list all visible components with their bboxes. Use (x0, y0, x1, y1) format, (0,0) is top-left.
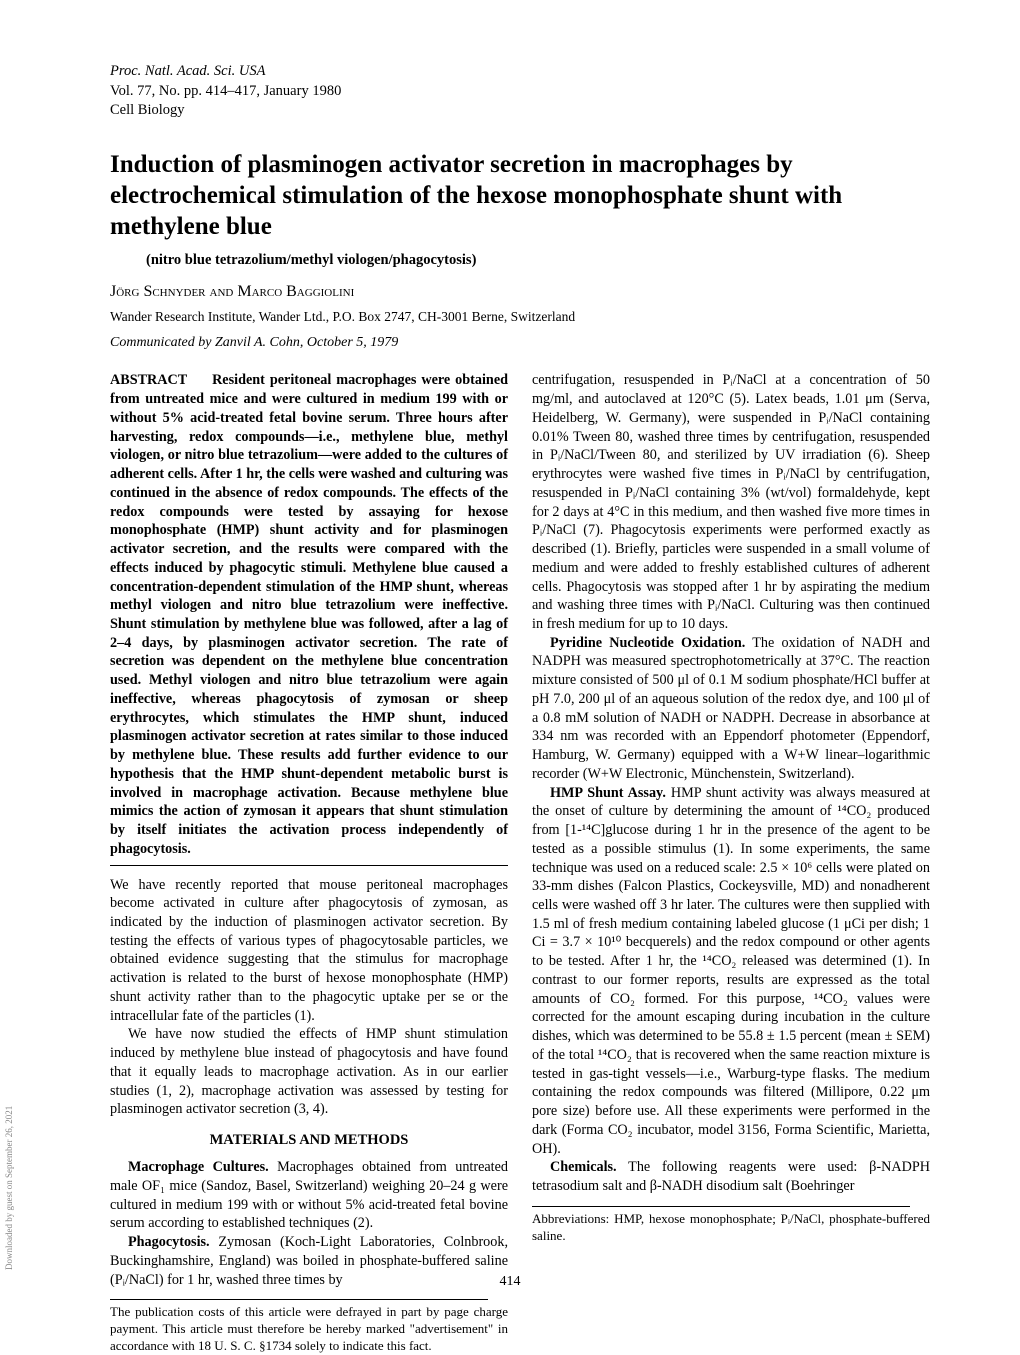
communicated-by: Communicated by Zanvil A. Cohn, October … (110, 335, 930, 351)
methods-text-4: HMP shunt activity was always measured a… (532, 785, 930, 1157)
authors: Jörg Schnyder and Marco Baggiolini (110, 283, 930, 301)
journal-name: Proc. Natl. Acad. Sci. USA (110, 62, 930, 82)
intro-paragraph-1: We have recently reported that mouse per… (110, 876, 508, 1026)
methods-phagocytosis: Phagocytosis. Zymosan (Koch-Light Labora… (110, 1233, 508, 1289)
methods-text-3: The oxidation of NADH and NADPH was meas… (532, 635, 930, 782)
right-column: centrifugation, resuspended in Pᵢ/NaCl a… (532, 371, 930, 1355)
footnote-left: The publication costs of this article we… (110, 1304, 508, 1355)
abstract-divider (110, 865, 508, 866)
journal-section: Cell Biology (110, 101, 930, 121)
article-subtitle: (nitro blue tetrazolium/methyl viologen/… (110, 252, 930, 269)
footnote-divider-left (110, 1299, 488, 1300)
methods-hmp-shunt: HMP Shunt Assay. HMP shunt activity was … (532, 784, 930, 1159)
col2-continuation: centrifugation, resuspended in Pᵢ/NaCl a… (532, 371, 930, 633)
methods-run-head-4: HMP Shunt Assay. (550, 785, 666, 801)
journal-issue: Vol. 77, No. pp. 414–417, January 1980 (110, 82, 930, 102)
methods-pyridine: Pyridine Nucleotide Oxidation. The oxida… (532, 634, 930, 784)
abstract-label: ABSTRACT (110, 372, 187, 388)
footnote-right: Abbreviations: HMP, hexose monophosphate… (532, 1211, 930, 1245)
methods-run-head-1: Macrophage Cultures. (128, 1159, 269, 1175)
left-column: ABSTRACT Resident peritoneal macrophages… (110, 371, 508, 1355)
abstract-block: ABSTRACT Resident peritoneal macrophages… (110, 371, 508, 858)
download-watermark: Downloaded by guest on September 26, 202… (4, 1106, 14, 1270)
page: Proc. Natl. Acad. Sci. USA Vol. 77, No. … (0, 0, 1020, 1320)
journal-header: Proc. Natl. Acad. Sci. USA Vol. 77, No. … (110, 62, 930, 121)
methods-run-head-2: Phagocytosis. (128, 1234, 210, 1250)
methods-chemicals: Chemicals. The following reagents were u… (532, 1158, 930, 1195)
abstract-text: Resident peritoneal macrophages were obt… (110, 372, 508, 856)
section-heading-materials: MATERIALS AND METHODS (110, 1131, 508, 1150)
affiliation: Wander Research Institute, Wander Ltd., … (110, 309, 930, 325)
methods-macrophage-cultures: Macrophage Cultures. Macrophages obtaine… (110, 1158, 508, 1233)
page-number: 414 (500, 1274, 521, 1290)
body-columns: ABSTRACT Resident peritoneal macrophages… (110, 371, 930, 1355)
methods-run-head-3: Pyridine Nucleotide Oxidation. (550, 635, 745, 651)
footnote-divider-right (532, 1206, 910, 1207)
methods-run-head-5: Chemicals. (550, 1159, 617, 1175)
intro-paragraph-2: We have now studied the effects of HMP s… (110, 1025, 508, 1119)
article-title: Induction of plasminogen activator secre… (110, 149, 930, 243)
